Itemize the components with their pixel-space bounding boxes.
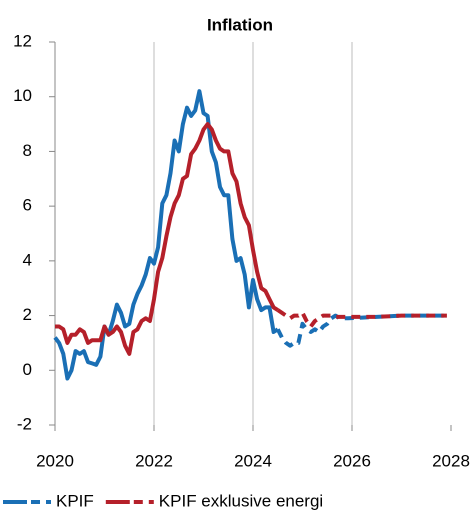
line <box>55 122 279 356</box>
forecast-line <box>276 308 447 329</box>
y-tick-label: 10 <box>13 86 32 105</box>
y-tick-label: 8 <box>23 141 32 160</box>
line <box>53 89 279 381</box>
x-tick-label: 2026 <box>333 451 371 470</box>
y-tick-label: 0 <box>23 360 32 379</box>
legend-label: KPIF exklusive energi <box>159 491 323 510</box>
y-tick-label: 6 <box>23 196 32 215</box>
y-tick-label: 12 <box>13 31 32 50</box>
x-tick-label: 2020 <box>36 451 74 470</box>
x-tick-label: 2028 <box>432 451 470 470</box>
chart-title: Inflation <box>207 15 273 34</box>
y-tick-label: 4 <box>23 250 32 269</box>
x-tick-label: 2022 <box>135 451 173 470</box>
y-tick-label: 2 <box>23 305 32 324</box>
legend-label: KPIF <box>56 491 94 510</box>
forecast-line <box>276 313 447 348</box>
y-tick-label: -2 <box>17 414 32 433</box>
x-tick-label: 2024 <box>234 451 272 470</box>
